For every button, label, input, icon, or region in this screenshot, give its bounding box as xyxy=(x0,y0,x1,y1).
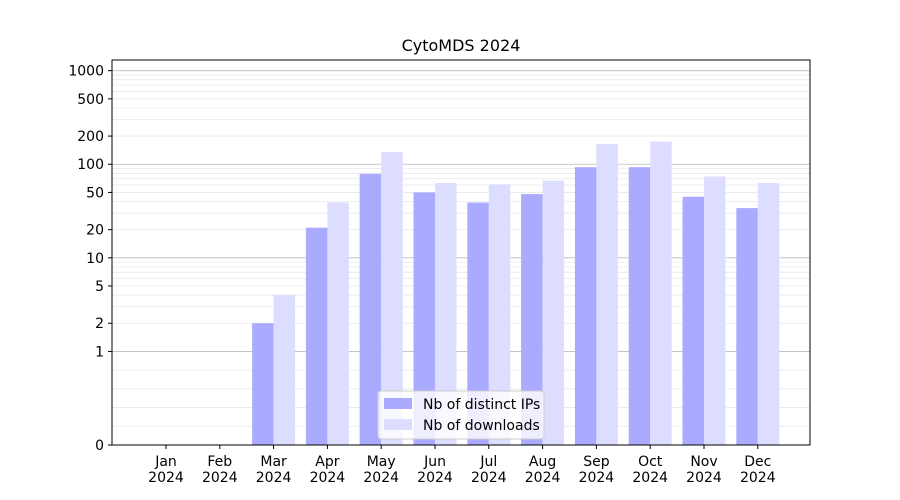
x-tick-label-month: May xyxy=(367,454,396,470)
bar-downloads-jul xyxy=(488,184,511,445)
y-tick-label: 5 xyxy=(95,279,104,295)
bar-distinct-ips-oct xyxy=(628,167,651,446)
x-tick-label-year: 2024 xyxy=(686,470,722,486)
x-tick-label-year: 2024 xyxy=(525,470,561,486)
legend-label-1: Nb of downloads xyxy=(423,418,540,434)
legend: Nb of distinct IPs Nb of downloads xyxy=(377,390,545,440)
x-tick-label-year: 2024 xyxy=(579,470,615,486)
bar-downloads-apr xyxy=(327,202,349,445)
bar-distinct-ips-jun xyxy=(413,192,435,445)
bar-distinct-ips-jul xyxy=(467,202,489,445)
y-tick-label: 500 xyxy=(77,92,104,108)
x-tick-label-month: Jul xyxy=(479,454,497,470)
y-tick-label: 2 xyxy=(95,316,104,332)
plot-frame xyxy=(111,59,811,446)
x-tick-label-month: Apr xyxy=(315,454,339,470)
bars xyxy=(252,141,780,446)
y-tick-label: 50 xyxy=(86,185,104,201)
x-tick-label-month: Jan xyxy=(154,454,177,470)
x-tick-label-year: 2024 xyxy=(632,470,668,486)
x-tick-label-month: Aug xyxy=(529,454,556,470)
x-tick-label-month: Mar xyxy=(260,454,287,470)
bar-downloads-aug xyxy=(542,180,565,446)
chart-title: CytoMDS 2024 xyxy=(402,36,521,55)
x-tick-label-year: 2024 xyxy=(202,470,238,486)
bar-distinct-ips-nov xyxy=(682,196,704,445)
y-tick-label: 20 xyxy=(86,223,104,239)
x-tick-label-month: Jun xyxy=(423,454,446,470)
bar-distinct-ips-aug xyxy=(521,194,543,445)
x-tick-label-year: 2024 xyxy=(740,470,776,486)
x-axis: Jan2024Feb2024Mar2024Apr2024May2024Jun20… xyxy=(148,445,776,486)
x-tick-label-month: Dec xyxy=(744,454,771,470)
x-tick-label-month: Sep xyxy=(583,454,610,470)
x-tick-label-year: 2024 xyxy=(148,470,184,486)
legend-label-0: Nb of distinct IPs xyxy=(423,397,540,413)
y-tick-label: 1000 xyxy=(68,64,104,80)
bar-distinct-ips-apr xyxy=(305,227,328,445)
y-tick-label: 10 xyxy=(86,251,104,267)
y-tick-label: 0 xyxy=(95,438,104,454)
x-tick-label-year: 2024 xyxy=(363,470,399,486)
x-tick-label-year: 2024 xyxy=(417,470,453,486)
x-tick-label-year: 2024 xyxy=(310,470,346,486)
bar-downloads-dec xyxy=(757,183,780,446)
legend-swatch-0 xyxy=(384,398,412,409)
bar-downloads-nov xyxy=(704,176,726,446)
legend-box xyxy=(377,390,545,440)
y-tick-label: 200 xyxy=(77,129,104,145)
x-tick-label-year: 2024 xyxy=(471,470,507,486)
x-tick-label-month: Nov xyxy=(690,454,717,470)
bar-downloads-may xyxy=(381,152,403,445)
bar-distinct-ips-mar xyxy=(252,323,274,445)
bar-downloads-sep xyxy=(596,143,618,445)
x-tick-label-month: Feb xyxy=(207,454,232,470)
legend-swatch-1 xyxy=(384,419,412,430)
bar-downloads-jun xyxy=(435,183,457,446)
bar-distinct-ips-may xyxy=(359,173,382,446)
y-tick-label: 100 xyxy=(77,157,104,173)
bar-distinct-ips-sep xyxy=(574,167,597,446)
y-axis: 0 1 2 5 10 20 50 100 200 500 1000 xyxy=(68,64,112,454)
bar-downloads-oct xyxy=(650,141,672,445)
x-tick-label-year: 2024 xyxy=(256,470,292,486)
bar-distinct-ips-dec xyxy=(736,208,758,445)
x-tick-label-month: Oct xyxy=(638,454,663,470)
y-tick-label: 1 xyxy=(95,344,104,360)
bar-downloads-mar xyxy=(273,295,296,445)
